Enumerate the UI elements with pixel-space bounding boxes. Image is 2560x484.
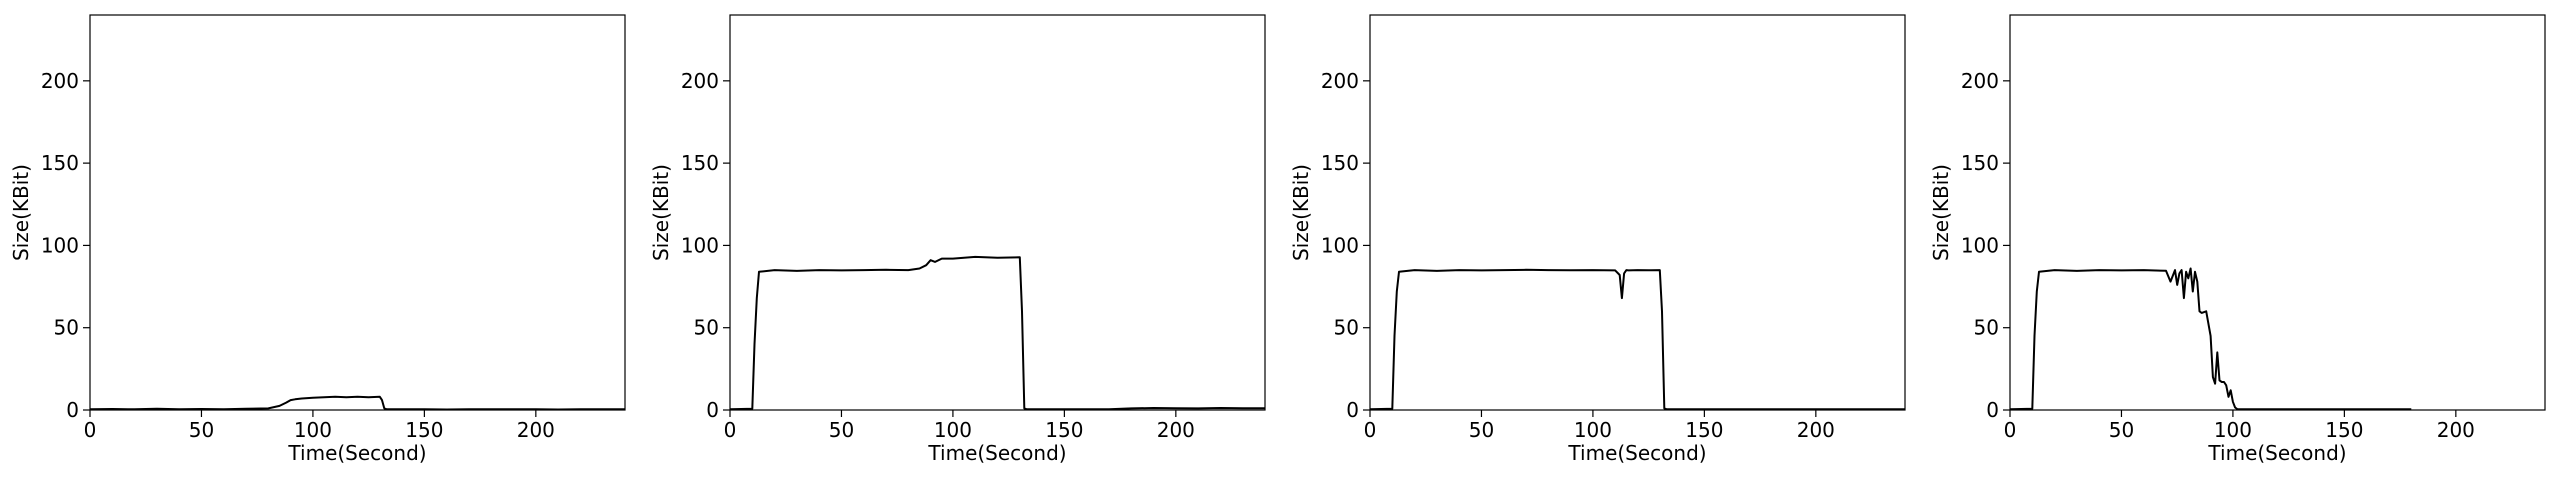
x-tick-label: 100	[934, 418, 972, 442]
x-tick-label: 50	[2109, 418, 2134, 442]
x-tick-label: 150	[1685, 418, 1723, 442]
y-tick-label: 50	[54, 316, 79, 340]
x-axis-label: Time(Second)	[287, 441, 426, 465]
y-axis-label: Size(KBit)	[1929, 164, 1953, 261]
y-axis-label: Size(KBit)	[9, 164, 33, 261]
x-tick-label: 50	[1469, 418, 1494, 442]
x-tick-label: 0	[2004, 418, 2017, 442]
y-tick-label: 0	[1346, 398, 1359, 422]
y-tick-label: 0	[66, 398, 79, 422]
x-tick-label: 200	[517, 418, 555, 442]
chart-panel-1: 0 50 100 150 200 0 50 100 150 200 Time(Second) Size…	[9, 14, 626, 465]
y-tick-label: 150	[41, 151, 79, 175]
y-axis-label: Size(KBit)	[1289, 164, 1313, 261]
y-tick-label: 100	[1961, 233, 1999, 257]
y-tick-label: 200	[1321, 69, 1359, 93]
y-tick-label: 150	[681, 151, 719, 175]
x-tick-label: 200	[1797, 418, 1835, 442]
series-line-1	[89, 395, 625, 411]
series-line-1	[2009, 267, 2412, 411]
x-tick-label: 100	[2214, 418, 2252, 442]
x-tick-label: 50	[829, 418, 854, 442]
y-tick-label: 150	[1961, 151, 1999, 175]
y-tick-label: 100	[1321, 233, 1359, 257]
x-tick-label: 100	[1574, 418, 1612, 442]
y-tick-label: 50	[1974, 316, 1999, 340]
x-axis-label: Time(Second)	[1567, 441, 1706, 465]
y-tick-label: 0	[706, 398, 719, 422]
y-tick-label: 150	[1321, 151, 1359, 175]
x-tick-label: 0	[724, 418, 737, 442]
plot-frame	[1369, 14, 1906, 411]
chart-panel-3: 0 50 100 150 200 0 50 100 150 200 Time(Second) Size…	[1289, 14, 1906, 465]
x-axis-label: Time(Second)	[2207, 441, 2346, 465]
plot-frame	[89, 14, 626, 411]
x-tick-label: 50	[189, 418, 214, 442]
x-tick-label: 100	[294, 418, 332, 442]
series-line-1	[1369, 268, 1906, 411]
y-tick-label: 200	[41, 69, 79, 93]
x-tick-label: 150	[405, 418, 443, 442]
y-tick-label: 50	[694, 316, 719, 340]
y-tick-label: 50	[1334, 316, 1359, 340]
x-tick-label: 200	[1157, 418, 1195, 442]
x-tick-label: 150	[2325, 418, 2363, 442]
series-line-1	[729, 255, 1265, 411]
y-axis-label: Size(KBit)	[649, 164, 673, 261]
x-tick-label: 0	[1364, 418, 1377, 442]
x-tick-label: 0	[84, 418, 97, 442]
x-tick-label: 200	[2437, 418, 2475, 442]
x-tick-label: 150	[1045, 418, 1083, 442]
y-tick-label: 100	[41, 233, 79, 257]
y-tick-label: 0	[1986, 398, 1999, 422]
chart-panel-4: 0 50 100 150 200 0 50 100 150 200 Time(Second) Size…	[1929, 14, 2546, 465]
y-tick-label: 100	[681, 233, 719, 257]
plot-frame	[729, 14, 1266, 411]
plot-frame	[2009, 14, 2546, 411]
y-tick-label: 200	[681, 69, 719, 93]
chart-panel-2: 0 50 100 150 200 0 50 100 150 200 Time(Second) Size…	[649, 14, 1266, 465]
x-axis-label: Time(Second)	[927, 441, 1066, 465]
y-tick-label: 200	[1961, 69, 1999, 93]
